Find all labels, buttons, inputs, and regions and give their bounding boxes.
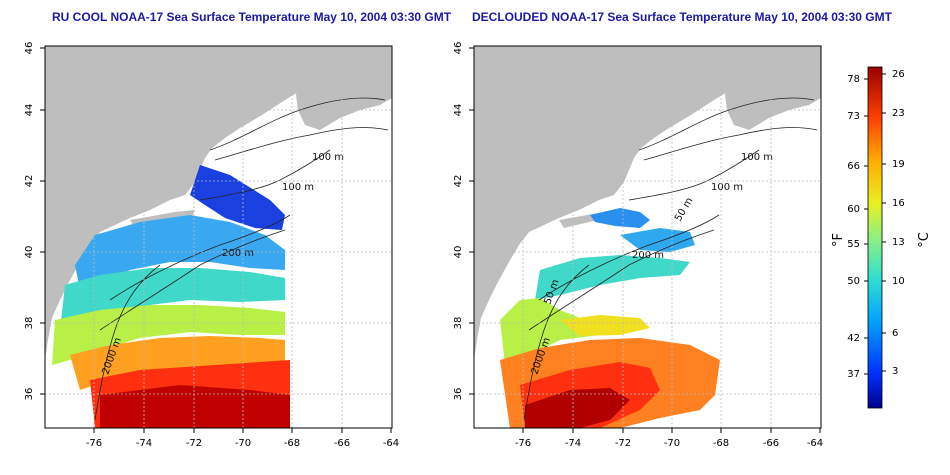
contour-label: 100 m: [741, 152, 773, 163]
right-map-image: 100 m 100 m 50 m 200 m 50 m 2000 m: [474, 46, 821, 428]
contour-label: 200 m: [632, 250, 664, 261]
y-tick-label: 44: [453, 104, 464, 117]
celsius-tick: 23: [892, 108, 905, 119]
y-tick-label: 40: [453, 246, 464, 259]
right-map-title: DECLOUDED NOAA-17 Sea Surface Temperatur…: [472, 10, 892, 24]
sst-green-strip: [500, 298, 600, 365]
left-map-panel: 100 m 100 m 200 m 2000 m -76 -74 -72 -70…: [24, 42, 399, 449]
y-tick-label: 46: [24, 42, 35, 55]
fahrenheit-unit-label: °F: [831, 233, 846, 247]
left-grid: [45, 46, 392, 428]
contour-label: 100 m: [282, 182, 314, 193]
colorbar: 78 73 66 60 55 50 42 37 26 23 19 16 13 1…: [831, 66, 932, 409]
fahrenheit-tick: 42: [847, 333, 860, 344]
land-mass: [45, 46, 392, 360]
x-tick-label: -76: [515, 438, 531, 449]
x-tick-label: -64: [807, 438, 823, 449]
celsius-tick: 19: [892, 159, 905, 170]
x-tick-label: -68: [284, 438, 300, 449]
left-map-frame: [44, 45, 393, 429]
y-tick-label: 38: [24, 317, 35, 330]
sst-yellow-patch: [560, 315, 650, 336]
land-mass: [474, 46, 821, 360]
right-map-frame: [473, 45, 822, 429]
celsius-tick: 10: [892, 276, 905, 287]
x-tick-label: -72: [186, 438, 202, 449]
right-y-axis: 36 38 40 42 44 46: [453, 42, 474, 401]
contour-label: 200 m: [222, 248, 254, 259]
x-tick-label: -76: [86, 438, 102, 449]
contour-label: 100 m: [312, 152, 344, 163]
celsius-tick: 6: [892, 328, 898, 339]
colorbar-fahrenheit-scale: 78 73 66 60 55 50 42 37: [847, 74, 868, 380]
y-tick-label: 44: [24, 104, 35, 117]
x-tick-label: -70: [235, 438, 251, 449]
celsius-tick: 16: [892, 198, 905, 209]
left-map-image: 100 m 100 m 200 m 2000 m: [45, 46, 392, 428]
contour-label: 100 m: [711, 182, 743, 193]
fahrenheit-tick: 60: [847, 204, 860, 215]
y-tick-label: 38: [453, 317, 464, 330]
fahrenheit-tick: 73: [847, 111, 860, 122]
land-mass-east: [725, 62, 821, 130]
right-map-panel: 100 m 100 m 50 m 200 m 50 m 2000 m -76 -…: [453, 42, 823, 449]
colorbar-gradient: [867, 66, 883, 409]
sst-cyan-band: [60, 268, 285, 330]
fahrenheit-tick: 50: [847, 276, 860, 287]
x-tick-label: -74: [565, 438, 581, 449]
left-bathymetry-contours: [94, 97, 389, 421]
y-tick-label: 42: [453, 175, 464, 188]
fahrenheit-tick: 66: [847, 161, 860, 172]
celsius-unit-label: °C: [917, 232, 932, 248]
fahrenheit-tick: 37: [847, 369, 860, 380]
left-y-axis: 36 38 40 42 44 46: [24, 42, 45, 401]
sst-darkred-core: [100, 385, 290, 428]
colorbar-celsius-scale: 26 23 19 16 13 10 6 3: [882, 69, 905, 377]
left-x-axis: -76 -74 -72 -70 -68 -66 -64: [86, 428, 399, 449]
x-tick-label: -66: [763, 438, 779, 449]
celsius-tick: 26: [892, 69, 905, 80]
x-tick-label: -68: [713, 438, 729, 449]
land-mass-east: [296, 62, 392, 130]
y-tick-label: 46: [453, 42, 464, 55]
x-tick-label: -74: [136, 438, 152, 449]
sst-cyan-band: [535, 255, 690, 300]
x-tick-label: -70: [664, 438, 680, 449]
sst-darkred-core: [525, 388, 630, 428]
y-tick-label: 40: [24, 246, 35, 259]
right-bathymetry-contours: [523, 97, 818, 421]
x-tick-label: -64: [383, 438, 399, 449]
x-tick-label: -72: [615, 438, 631, 449]
y-tick-label: 36: [24, 388, 35, 401]
y-tick-label: 36: [453, 388, 464, 401]
celsius-tick: 13: [892, 237, 905, 248]
y-tick-label: 42: [24, 175, 35, 188]
right-x-axis: -76 -74 -72 -70 -68 -66 -64: [515, 428, 823, 449]
fahrenheit-tick: 78: [847, 74, 860, 85]
celsius-tick: 3: [892, 366, 898, 377]
left-map-title: RU COOL NOAA-17 Sea Surface Temperature …: [52, 10, 452, 24]
fahrenheit-tick: 55: [847, 239, 860, 250]
sst-green-band: [52, 305, 285, 365]
right-grid: [474, 46, 821, 428]
sst-cool-patch: [620, 228, 695, 252]
sst-cool-patch: [590, 208, 650, 228]
x-tick-label: -66: [334, 438, 350, 449]
